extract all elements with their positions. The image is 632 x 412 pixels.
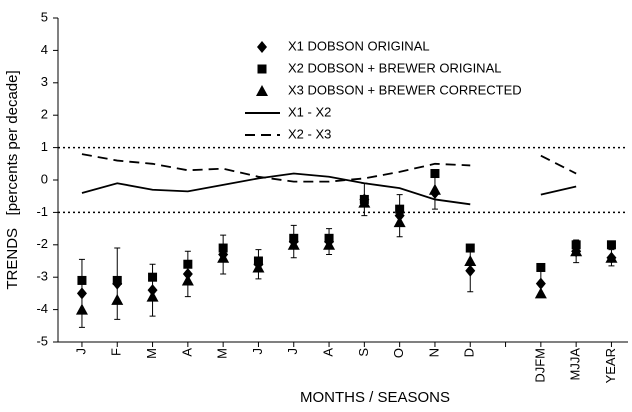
data-point: [146, 290, 159, 302]
data-point: [571, 240, 581, 250]
x-tick-label: S: [356, 348, 371, 357]
legend-label: X2 DOBSON + BREWER ORIGINAL: [288, 60, 501, 75]
data-point: [395, 204, 405, 214]
x-tick-label: N: [426, 348, 441, 357]
x-tick-label: MJJA: [568, 348, 583, 381]
trend-line: [81, 172, 471, 206]
data-point: [535, 277, 546, 290]
y-tick-label: 4: [41, 42, 48, 57]
x-tick-label: YEAR: [603, 348, 618, 383]
data-point: [217, 251, 230, 263]
data-point: [148, 272, 158, 282]
data-point: [465, 264, 476, 277]
data-point: [287, 238, 300, 250]
x-tick-label: D: [462, 348, 477, 357]
y-tick-label: -4: [36, 301, 48, 316]
trend-line: [540, 185, 577, 196]
data-point: [111, 293, 124, 305]
legend-marker: [257, 64, 267, 74]
x-tick-label: J: [285, 348, 300, 355]
data-point: [464, 255, 477, 266]
x-tick-label: A: [320, 348, 335, 357]
y-tick-label: -3: [36, 269, 48, 284]
x-tick-label: O: [391, 348, 406, 358]
x-axis-title: MONTHS / SEASONS: [300, 389, 450, 406]
data-point: [253, 256, 263, 266]
y-tick-label: -2: [36, 236, 48, 251]
trend-line: [81, 153, 471, 183]
data-point: [183, 259, 193, 269]
x-tick-label: DJFM: [532, 348, 547, 383]
legend-label: X3 DOBSON + BREWER CORRECTED: [288, 82, 522, 97]
data-point: [252, 261, 265, 273]
data-point: [324, 233, 334, 243]
data-point: [358, 196, 371, 208]
legend-label: X1 - X2: [288, 104, 331, 119]
x-tick-label: M: [215, 348, 230, 359]
legend-marker: [256, 85, 268, 96]
x-tick-label: A: [179, 348, 194, 357]
data-point: [393, 216, 406, 228]
legend-marker: [257, 41, 267, 53]
x-tick-label: J: [250, 348, 265, 355]
data-point: [465, 243, 475, 253]
y-tick-label: 3: [41, 74, 48, 89]
data-point: [75, 303, 88, 315]
data-point: [428, 183, 441, 195]
data-point: [112, 275, 122, 285]
data-point: [570, 245, 583, 257]
data-point: [430, 169, 440, 179]
y-tick-label: 5: [41, 9, 48, 24]
data-point: [77, 275, 87, 285]
legend-label: X2 - X3: [288, 126, 331, 141]
data-point: [536, 262, 546, 272]
x-tick-label: J: [73, 348, 88, 355]
trend-line: [540, 154, 577, 175]
data-point: [76, 287, 87, 300]
y-tick-label: 1: [41, 139, 48, 154]
x-tick-label: M: [144, 348, 159, 359]
y-tick-label: -1: [36, 204, 48, 219]
y-tick-label: 2: [41, 107, 48, 122]
data-point: [323, 238, 336, 250]
data-point: [181, 274, 194, 286]
x-tick-label: F: [109, 348, 124, 356]
data-point: [182, 267, 193, 280]
data-point: [605, 251, 618, 263]
data-point: [534, 287, 547, 299]
data-point: [606, 240, 616, 250]
data-point: [147, 284, 158, 297]
y-axis-title: TRENDS [percents per decade]: [4, 70, 21, 289]
data-point: [289, 233, 299, 243]
data-point: [218, 243, 228, 253]
y-tick-label: -5: [36, 333, 48, 348]
legend-label: X1 DOBSON ORIGINAL: [288, 38, 430, 53]
y-tick-label: 0: [41, 171, 48, 186]
